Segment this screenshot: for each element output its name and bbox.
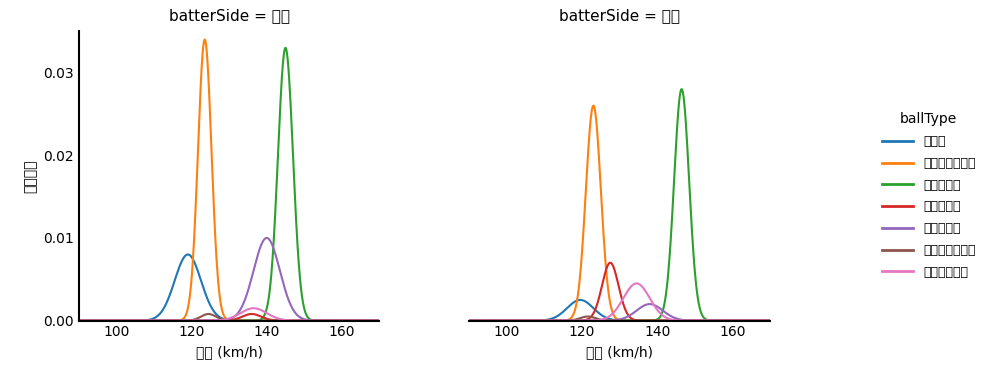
Y-axis label: 確率密度: 確率密度 (24, 159, 37, 193)
Title: batterSide = 右打: batterSide = 右打 (559, 8, 679, 23)
Legend: カーブ, チェンジアップ, ストレート, スライダー, ツーシーム, ナックルカーブ, カットボール: カーブ, チェンジアップ, ストレート, スライダー, ツーシーム, ナックルカ… (877, 108, 980, 283)
X-axis label: 球速 (km/h): 球速 (km/h) (586, 345, 653, 359)
X-axis label: 球速 (km/h): 球速 (km/h) (195, 345, 262, 359)
Title: batterSide = 左打: batterSide = 左打 (169, 8, 289, 23)
